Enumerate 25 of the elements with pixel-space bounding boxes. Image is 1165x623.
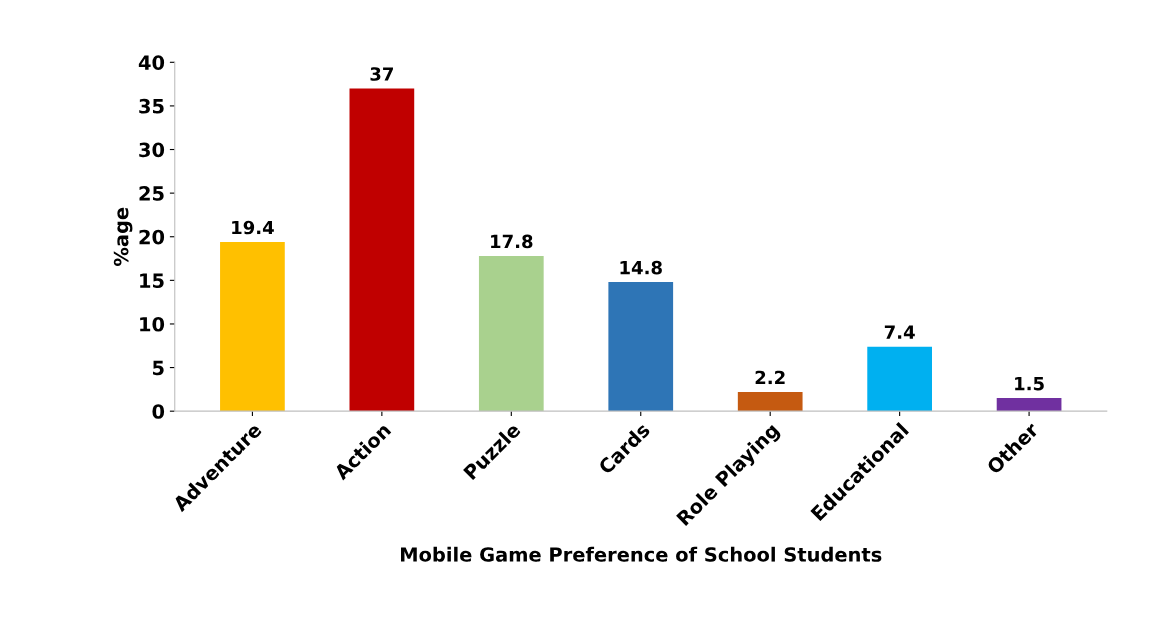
bar <box>220 241 285 412</box>
y-tick-label: 35 <box>139 98 164 114</box>
data-label: 2.2 <box>755 370 785 385</box>
y-tick-label: 30 <box>139 142 165 158</box>
data-label: 19.4 <box>232 220 274 235</box>
x-axis-title: Mobile Game Preference of School Students <box>401 546 882 562</box>
y-tick-label: 15 <box>140 273 164 289</box>
bar <box>996 398 1062 412</box>
bar <box>737 391 803 412</box>
bar <box>478 255 544 412</box>
data-label: 14.8 <box>620 260 662 275</box>
y-tick-label: 5 <box>153 360 164 376</box>
y-tick-label: 0 <box>152 404 165 419</box>
data-label: 7.4 <box>884 325 915 339</box>
y-tick-label: 10 <box>140 316 165 332</box>
data-label: 37 <box>370 67 393 81</box>
y-tick-label: 25 <box>139 186 164 201</box>
y-tick-label: 40 <box>138 55 165 70</box>
y-tick-label: 20 <box>139 229 165 245</box>
data-label: 17.8 <box>491 234 533 249</box>
bar <box>608 282 674 412</box>
data-label: 1.5 <box>1015 377 1044 391</box>
bar <box>867 346 932 412</box>
y-axis-title: %age <box>113 207 133 266</box>
bar <box>349 88 415 412</box>
